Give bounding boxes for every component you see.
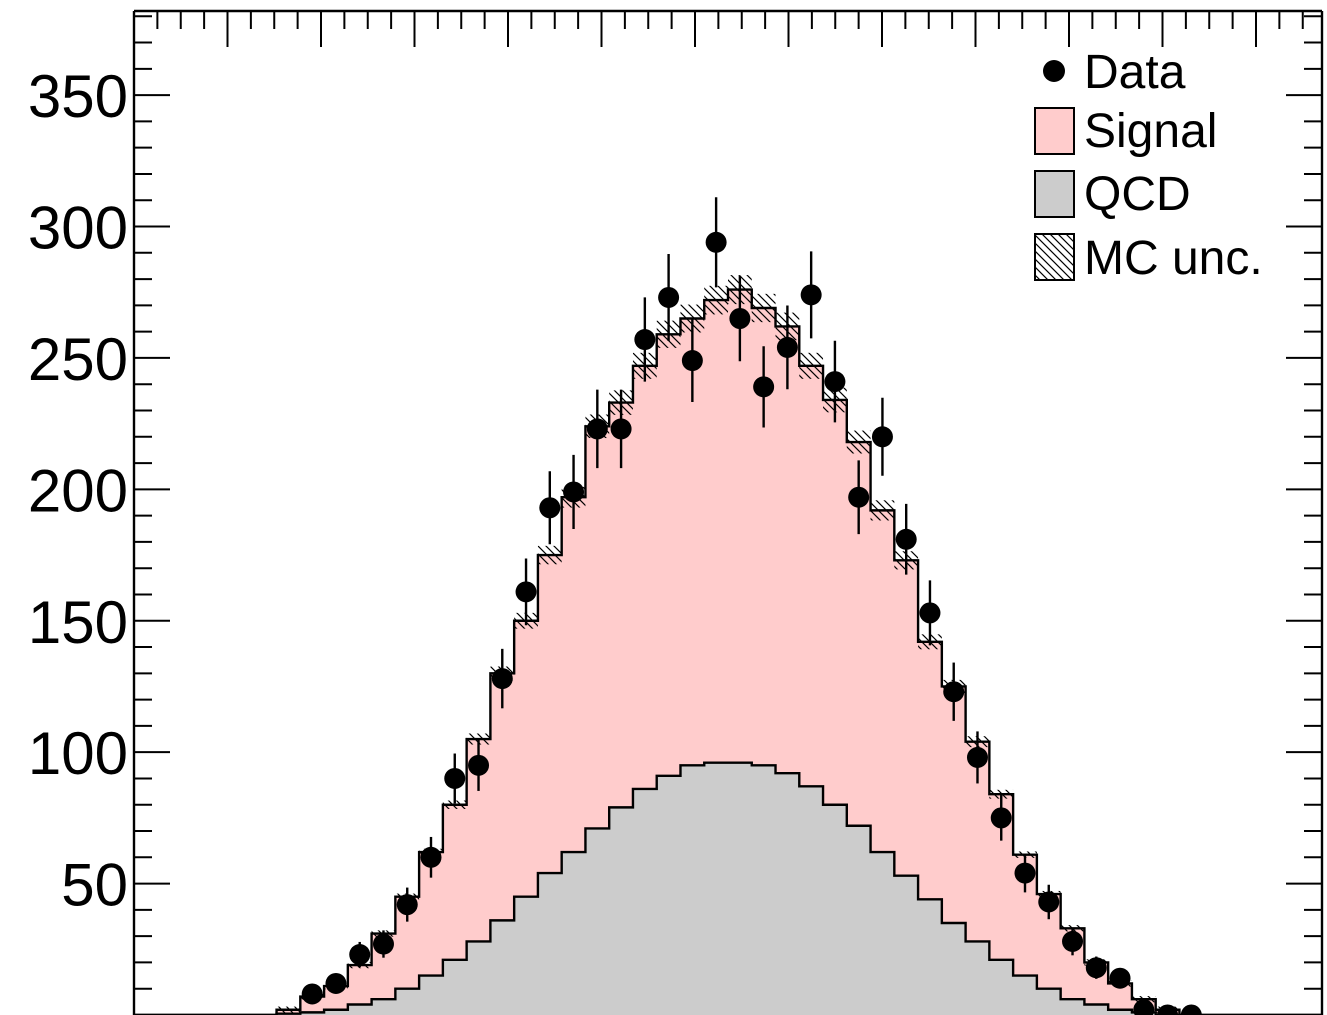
qcd-bar <box>870 852 895 1015</box>
data-point <box>586 418 608 440</box>
qcd-bar <box>680 765 705 1015</box>
qcd-bar <box>300 1012 325 1015</box>
data-point <box>372 933 394 955</box>
qcd-bar <box>371 999 396 1015</box>
data-point <box>824 371 846 393</box>
y-tick-label: 50 <box>61 852 128 919</box>
data-point <box>634 329 656 351</box>
data-point <box>444 767 466 789</box>
qcd-bar <box>490 920 515 1015</box>
qcd-bar <box>442 959 468 1015</box>
qcd-bar <box>1084 1004 1109 1015</box>
data-point <box>1038 891 1060 913</box>
data-point <box>563 481 585 503</box>
data-point <box>1180 1004 1202 1015</box>
y-tick-label: 350 <box>28 63 128 130</box>
data-point <box>871 426 893 448</box>
legend-label-mc-unc: MC unc. <box>1084 232 1263 285</box>
qcd-bar <box>632 788 658 1015</box>
data-point <box>919 602 941 624</box>
data-point <box>658 286 680 308</box>
qcd-bar <box>989 959 1014 1015</box>
qcd-bar <box>775 773 800 1015</box>
qcd-bar <box>1060 999 1085 1015</box>
legend-mc-unc-swatch <box>1034 233 1075 281</box>
data-point <box>966 746 988 768</box>
data-point <box>1157 1004 1179 1015</box>
data-point <box>895 528 917 550</box>
data-point <box>325 972 347 994</box>
data-point <box>729 308 751 330</box>
qcd-bar <box>466 941 491 1015</box>
histogram-outlines <box>134 288 1322 1015</box>
qcd-bar <box>965 941 990 1015</box>
y-tick-label: 150 <box>28 589 128 656</box>
qcd-bar <box>585 828 610 1015</box>
data-point <box>1062 930 1084 952</box>
qcd-bar <box>918 899 943 1015</box>
qcd-bar <box>799 786 824 1015</box>
data-point <box>1133 999 1155 1015</box>
qcd-bar <box>846 825 872 1015</box>
y-tick-label: 100 <box>28 720 128 787</box>
data-point <box>1014 862 1036 884</box>
data-point <box>1109 967 1131 989</box>
signal-outline <box>134 288 1322 1015</box>
qcd-bar <box>656 775 682 1015</box>
data-point <box>396 894 418 916</box>
legend-data-marker <box>1043 60 1065 82</box>
qcd-bar <box>347 1004 373 1015</box>
qcd-bar <box>609 807 634 1015</box>
legend-signal-swatch <box>1034 107 1075 155</box>
qcd-bar <box>395 988 420 1015</box>
qcd-bar <box>823 804 848 1015</box>
qcd-bar <box>1036 988 1062 1015</box>
legend-label-signal: Signal <box>1084 105 1217 158</box>
data-point <box>610 418 632 440</box>
data-point <box>491 668 513 690</box>
data-point <box>515 581 537 603</box>
y-tick-labels: 50 100 150 200 250 300 350 <box>28 63 128 918</box>
y-tick-label: 200 <box>28 457 128 524</box>
y-tick-label: 250 <box>28 326 128 393</box>
axis-ticks <box>133 11 1322 990</box>
qcd-bar <box>324 1009 349 1015</box>
qcd-bar <box>514 896 539 1015</box>
qcd-bar <box>751 765 777 1015</box>
qcd-bar <box>941 923 967 1015</box>
data-point <box>349 944 371 966</box>
data-point <box>420 846 442 868</box>
qcd-bar <box>894 875 919 1015</box>
data-point <box>800 284 822 306</box>
qcd-outline <box>134 761 1322 1015</box>
qcd-bar <box>419 975 444 1015</box>
data-point <box>539 497 561 519</box>
data-point <box>468 754 490 776</box>
legend-qcd-swatch <box>1034 170 1075 218</box>
legend-label-qcd: QCD <box>1084 168 1191 221</box>
data-point <box>301 983 323 1005</box>
data-point <box>705 231 727 253</box>
data-point <box>681 350 703 372</box>
legend: Data Signal QCD MC unc. <box>1034 46 1263 285</box>
qcd-bar <box>1108 1009 1133 1015</box>
qcd-bar <box>728 762 753 1015</box>
qcd-bar <box>1013 975 1038 1015</box>
data-points <box>301 197 1202 1015</box>
data-point <box>990 807 1012 829</box>
data-point <box>943 681 965 703</box>
legend-label-data: Data <box>1084 46 1186 99</box>
y-tick-label: 300 <box>28 195 128 262</box>
qcd-bar <box>704 762 729 1015</box>
qcd-bar <box>537 873 563 1015</box>
data-point <box>1085 957 1107 979</box>
plot-frame <box>132 9 1324 1015</box>
data-point <box>776 336 798 358</box>
qcd-bar <box>561 852 587 1015</box>
data-point <box>848 486 870 508</box>
data-point <box>753 376 775 398</box>
